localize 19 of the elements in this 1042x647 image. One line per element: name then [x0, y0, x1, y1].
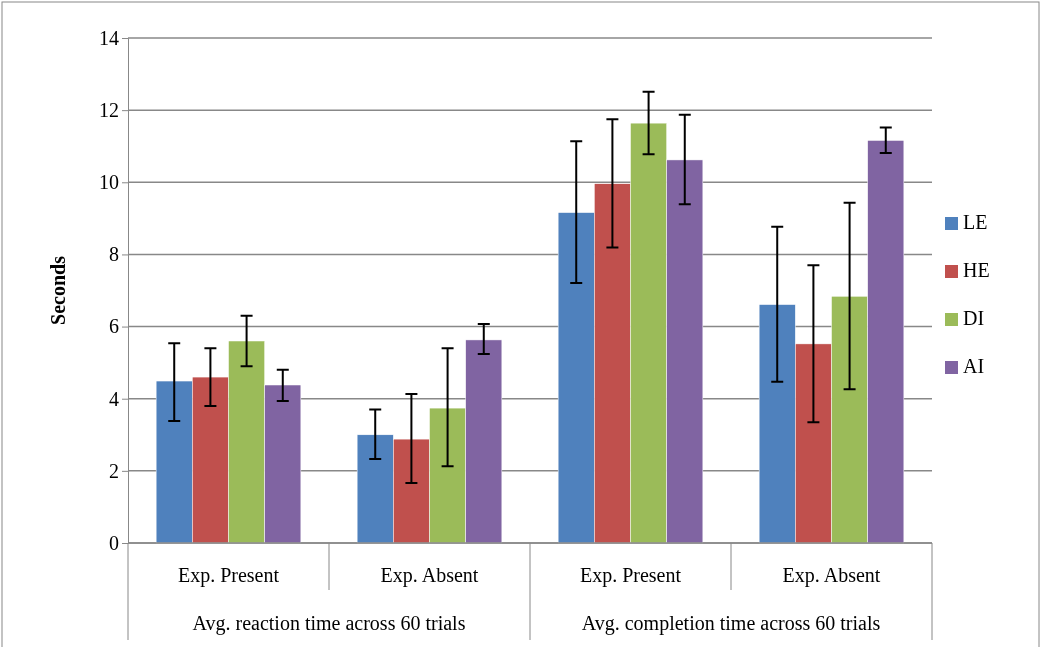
y-tick-label: 12 [99, 99, 119, 122]
x-tick-label: Exp. Present [177, 564, 280, 587]
y-tick-label: 6 [109, 315, 119, 338]
y-tick-label: 14 [99, 26, 119, 49]
x-tick-label: Exp. Present [579, 564, 682, 587]
y-tick-label: 8 [109, 243, 119, 266]
x-tick-label: Exp. Absent [380, 564, 479, 587]
legend-label: DI [963, 307, 985, 329]
y-tick-label: 2 [109, 459, 119, 482]
legend-label: LE [963, 211, 988, 233]
y-tick-label: 0 [109, 531, 119, 554]
y-axis-title: Seconds [47, 255, 69, 325]
x-tick-label: Exp. Absent [782, 564, 881, 587]
text: Avg. reaction time across 60 trials [192, 612, 466, 635]
text: Avg. completion time across 60 trials [581, 612, 881, 635]
y-tick-label: 4 [109, 387, 119, 410]
legend-label: AI [963, 355, 985, 377]
y-tick-label: 10 [99, 171, 119, 194]
legend-label: HE [963, 259, 990, 281]
